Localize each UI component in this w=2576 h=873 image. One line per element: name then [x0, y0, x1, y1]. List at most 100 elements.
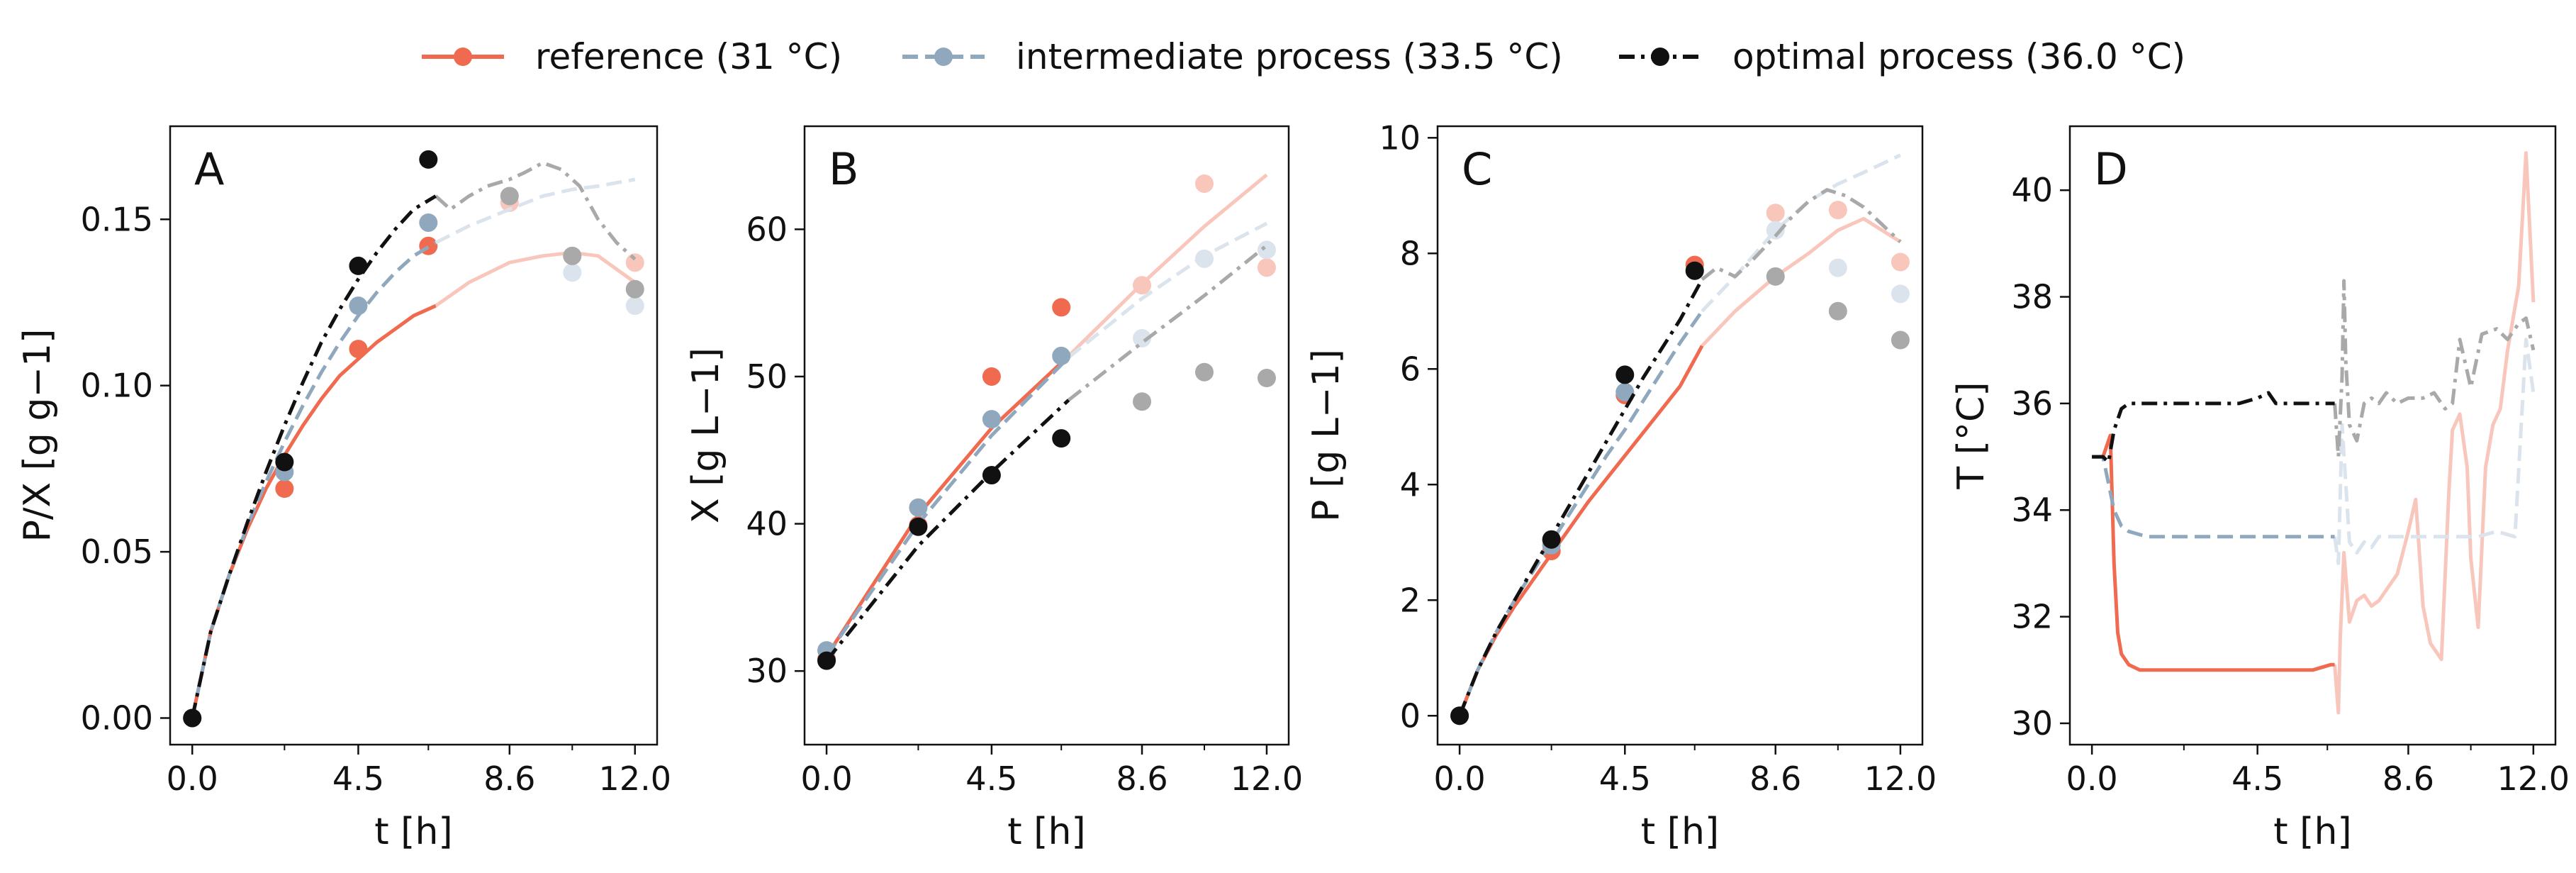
x-tick-label: 4.5 — [332, 760, 384, 798]
data-point-reference — [1052, 298, 1071, 317]
axes-frame — [1436, 125, 1924, 746]
series-line-reference-faded — [435, 250, 637, 308]
x-axis-label: t [h] — [374, 811, 452, 853]
panel-b: 0.0 4.5 8.6 12.0 30 40 50 60 t [h] X [g L−1] B — [685, 125, 1303, 853]
axes-frame — [169, 125, 659, 746]
x-tick-label: 4.5 — [2231, 760, 2283, 798]
legend: reference (31 °C) intermediate process (… — [422, 36, 2185, 77]
data-point-optimal — [563, 246, 582, 265]
data-point-reference — [1194, 174, 1214, 193]
legend-label-intermediate: intermediate process (33.5 °C) — [1016, 36, 1563, 77]
y-axis-label: P/X [g g−1] — [16, 329, 59, 543]
x-tick-label: 8.6 — [1116, 760, 1167, 798]
plot-area — [817, 173, 1276, 670]
series-line-reference-faded — [2333, 151, 2536, 715]
data-point-intermediate — [563, 263, 582, 282]
y-tick-label: 36 — [2011, 384, 2053, 423]
data-point-optimal — [275, 452, 294, 472]
y-tick-label: 30 — [746, 652, 788, 690]
data-point-reference — [625, 253, 644, 272]
legend-entry-reference: reference (31 °C) — [422, 36, 842, 77]
y-tick-label: 4 — [1400, 465, 1421, 504]
data-point-optimal — [419, 150, 438, 169]
legend-marker-reference — [454, 48, 472, 66]
y-tick-label: 6 — [1400, 350, 1421, 388]
y-tick-label: 40 — [746, 505, 788, 543]
legend-entry-optimal: optimal process (36.0 °C) — [1619, 36, 2185, 77]
series-line-reference — [824, 355, 1070, 657]
y-tick-label: 0 — [1400, 696, 1421, 735]
series-line-intermediate-faded — [2333, 338, 2536, 565]
y-tick-label: 0.10 — [81, 367, 153, 405]
legend-entry-intermediate: intermediate process (33.5 °C) — [902, 36, 1563, 77]
y-axis-label: X [g L−1] — [685, 347, 727, 523]
data-point-optimal — [1685, 261, 1704, 280]
data-point-intermediate — [1615, 382, 1635, 401]
x-tick-label: 0.0 — [2066, 760, 2118, 798]
series-line-optimal — [825, 399, 1070, 662]
x-tick-label: 0.0 — [1434, 760, 1486, 798]
x-tick-label: 8.6 — [2382, 760, 2434, 798]
x-axis-label: t [h] — [2273, 811, 2351, 853]
data-point-intermediate — [1257, 240, 1276, 260]
data-point-reference — [1257, 258, 1276, 277]
y-axis-label: T [°C] — [1950, 382, 1993, 489]
x-axis-label: t [h] — [1641, 811, 1719, 853]
x-tick-label: 8.6 — [1749, 760, 1801, 798]
series-line-optimal — [190, 194, 437, 719]
axes-frame — [803, 125, 1290, 746]
x-tick-label: 12.0 — [1864, 760, 1937, 798]
x-tick-label: 0.0 — [167, 760, 218, 798]
panel-a: 0.0 4.5 8.6 12.0 0.00 0.05 0.10 0.15 t [h] P/X [g… — [16, 125, 671, 853]
data-point-intermediate — [1194, 249, 1214, 268]
data-point-optimal — [1133, 392, 1152, 411]
series-line-optimal-faded — [1067, 244, 1268, 402]
data-point-intermediate — [625, 296, 644, 316]
data-point-optimal — [349, 256, 368, 275]
x-tick-label: 12.0 — [599, 760, 671, 798]
data-point-optimal — [1194, 362, 1214, 382]
panel-d: 0.0 4.5 8.6 12.0 30 32 34 36 38 40 t [h] T [°C] D — [1950, 125, 2570, 853]
series-line-intermediate — [824, 356, 1070, 657]
panel-letter: B — [829, 143, 859, 195]
series-line-optimal — [2092, 391, 2335, 465]
y-tick-label: 2 — [1400, 581, 1421, 619]
y-tick-label: 0.15 — [81, 200, 153, 238]
series-line-optimal — [1457, 278, 1704, 717]
x-tick-label: 12.0 — [1231, 760, 1303, 798]
y-tick-label: 32 — [2011, 598, 2053, 636]
data-point-intermediate — [1133, 328, 1152, 347]
data-point-reference — [1828, 201, 1847, 220]
data-point-optimal — [183, 708, 202, 728]
data-point-intermediate — [909, 498, 928, 517]
series-line-intermediate — [190, 240, 437, 719]
panels: 0.0 4.5 8.6 12.00.000.050.100.15t [h]P/X [g… — [16, 118, 2570, 853]
series-line-reference-faded — [1067, 173, 1268, 357]
data-point-optimal — [1891, 330, 1910, 350]
x-tick-label: 0.0 — [800, 760, 852, 798]
panel-letter: A — [194, 143, 224, 195]
plot-area — [183, 150, 644, 728]
y-tick-label: 50 — [746, 357, 788, 396]
panel-letter: C — [1462, 143, 1492, 195]
series-line-reference — [190, 304, 437, 719]
x-tick-label: 12.0 — [2497, 760, 2570, 798]
data-point-intermediate — [1828, 258, 1847, 277]
data-point-intermediate — [1891, 284, 1910, 304]
data-point-reference — [982, 367, 1001, 386]
series-line-optimal-faded — [435, 161, 637, 261]
legend-marker-intermediate — [934, 48, 953, 66]
data-point-reference — [1133, 276, 1152, 295]
y-tick-label: 0.00 — [81, 699, 153, 737]
plot-area — [2092, 151, 2536, 715]
data-point-optimal — [1542, 530, 1561, 549]
x-tick-label: 4.5 — [965, 760, 1017, 798]
data-point-reference — [349, 340, 368, 359]
data-point-optimal — [1257, 369, 1276, 388]
data-point-optimal — [1766, 267, 1785, 286]
y-tick-label: 40 — [2011, 171, 2053, 209]
data-point-reference — [275, 479, 294, 499]
legend-label-optimal: optimal process (36.0 °C) — [1732, 36, 2185, 77]
series-line-optimal-faded — [2333, 279, 2536, 459]
series-line-intermediate — [2092, 455, 2335, 539]
